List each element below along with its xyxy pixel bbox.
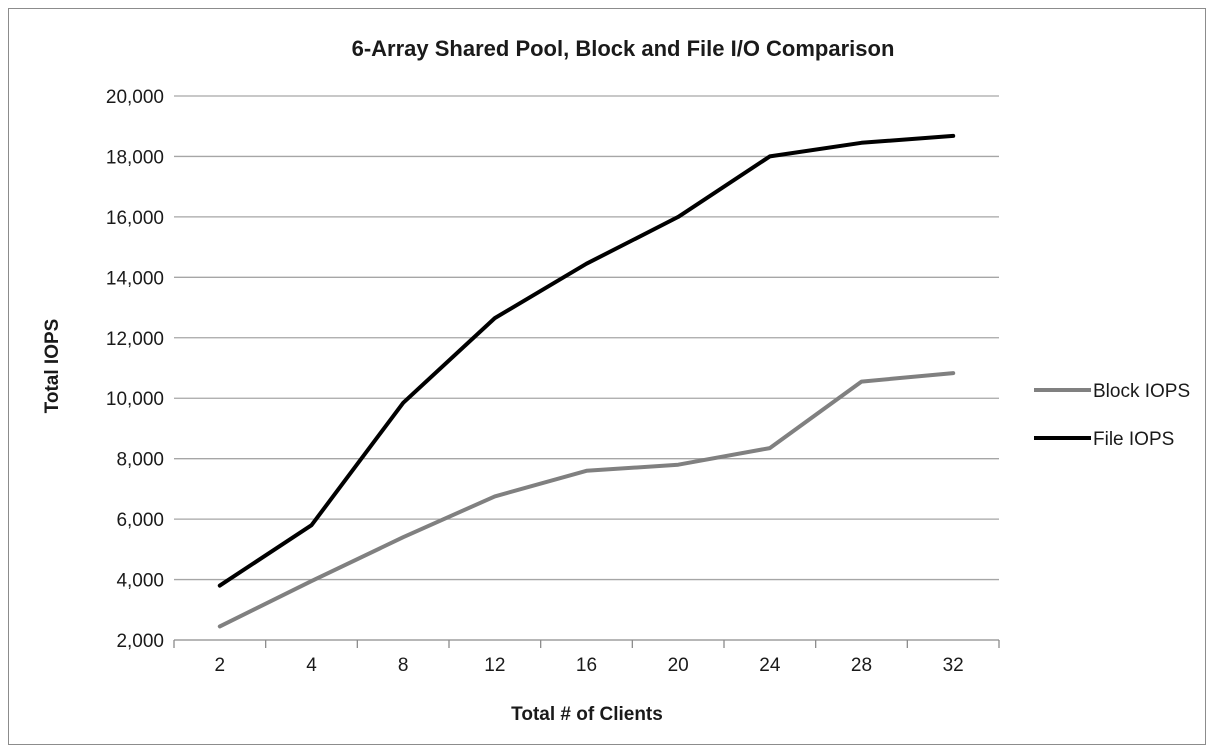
y-tick-label: 6,000	[116, 510, 164, 531]
y-tick-label: 2,000	[116, 631, 164, 652]
series-lines	[217, 133, 956, 629]
chart-frame: 6-Array Shared Pool, Block and File I/O …	[8, 8, 1206, 745]
y-tick-label: 18,000	[106, 147, 164, 168]
x-tick-label: 4	[306, 655, 317, 676]
y-tick-label: 14,000	[106, 268, 164, 289]
y-axis-title: Total IOPS	[42, 319, 63, 414]
y-tick-labels: 2,000 4,000 6,000 8,000 10,000 12,000 14,000 16…	[106, 87, 164, 652]
series-line-file-iops	[217, 133, 956, 588]
x-tick-label: 32	[943, 655, 964, 676]
legend-label: File IOPS	[1093, 429, 1174, 450]
x-tick-label: 2	[215, 655, 226, 676]
series-line-block-iops	[217, 371, 956, 629]
x-axis-title: Total # of Clients	[511, 704, 663, 725]
y-tick-label: 10,000	[106, 389, 164, 410]
y-tick-label: 4,000	[116, 571, 164, 592]
x-tick-label: 20	[668, 655, 689, 676]
x-tick-labels: 2 4 8 12 16 20 24 28 32	[215, 655, 964, 676]
x-tick-label: 16	[576, 655, 597, 676]
y-tick-label: 8,000	[116, 450, 164, 471]
legend: Block IOPS File IOPS	[1034, 381, 1190, 450]
chart-title: 6-Array Shared Pool, Block and File I/O …	[352, 36, 895, 61]
y-tick-label: 20,000	[106, 87, 164, 108]
legend-label: Block IOPS	[1093, 381, 1190, 402]
y-tick-label: 16,000	[106, 208, 164, 229]
x-tick-label: 8	[398, 655, 409, 676]
axes	[173, 639, 1000, 648]
x-tick-label: 28	[851, 655, 872, 676]
y-tick-label: 12,000	[106, 329, 164, 350]
line-chart: 6-Array Shared Pool, Block and File I/O …	[42, 36, 1190, 725]
x-tick-label: 12	[484, 655, 505, 676]
x-tick-label: 24	[759, 655, 781, 676]
gridlines	[174, 95, 999, 581]
